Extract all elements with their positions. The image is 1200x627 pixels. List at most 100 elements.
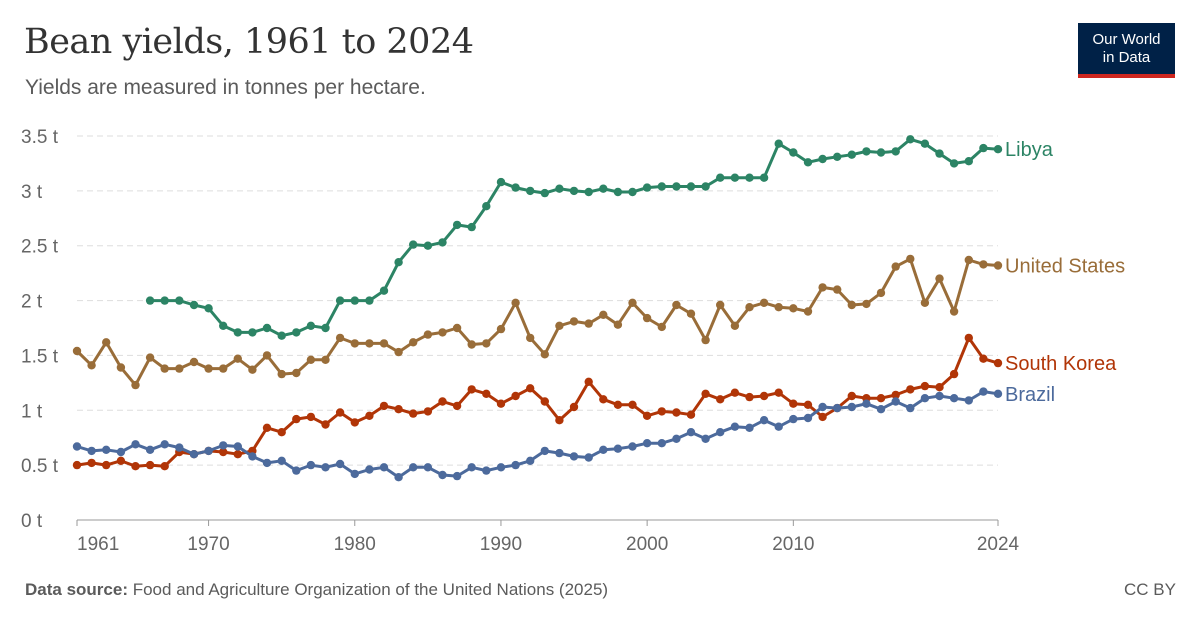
data-point-brazil[interactable] (599, 445, 608, 454)
data-point-united-states[interactable] (876, 288, 886, 298)
data-point-united-states[interactable] (730, 321, 740, 330)
data-point-south-korea[interactable] (540, 397, 549, 406)
data-point-brazil[interactable] (774, 422, 783, 431)
data-point-united-states[interactable] (789, 304, 798, 313)
data-point-united-states[interactable] (72, 346, 82, 356)
data-point-united-states[interactable] (964, 255, 973, 265)
data-point-libya[interactable] (993, 145, 1003, 154)
data-point-brazil[interactable] (555, 448, 564, 458)
data-point-brazil[interactable] (277, 456, 286, 465)
data-point-brazil[interactable] (716, 428, 725, 437)
data-point-libya[interactable] (335, 296, 345, 305)
data-point-united-states[interactable] (628, 298, 637, 307)
data-point-libya[interactable] (803, 158, 813, 167)
data-point-south-korea[interactable] (657, 407, 666, 416)
data-point-united-states[interactable] (87, 361, 96, 370)
data-point-united-states[interactable] (292, 368, 301, 378)
data-point-brazil[interactable] (628, 442, 637, 451)
data-point-libya[interactable] (584, 187, 593, 197)
data-point-united-states[interactable] (716, 300, 725, 310)
data-point-libya[interactable] (233, 328, 242, 337)
data-point-united-states[interactable] (526, 333, 535, 343)
license-link[interactable]: CC BY (1124, 580, 1176, 599)
data-point-united-states[interactable] (993, 261, 1003, 270)
data-point-south-korea[interactable] (891, 390, 900, 400)
data-point-south-korea[interactable] (526, 384, 535, 393)
data-point-united-states[interactable] (335, 333, 345, 343)
data-point-united-states[interactable] (701, 335, 710, 345)
data-point-brazil[interactable] (993, 389, 1003, 398)
data-point-south-korea[interactable] (701, 389, 710, 398)
data-point-libya[interactable] (160, 296, 169, 305)
data-point-south-korea[interactable] (774, 388, 783, 397)
data-point-south-korea[interactable] (335, 408, 345, 417)
data-point-united-states[interactable] (496, 324, 506, 334)
data-point-united-states[interactable] (379, 339, 389, 348)
data-point-united-states[interactable] (394, 347, 403, 357)
data-point-south-korea[interactable] (789, 399, 798, 408)
data-point-libya[interactable] (847, 150, 856, 159)
data-point-libya[interactable] (219, 321, 228, 330)
data-point-south-korea[interactable] (482, 389, 491, 398)
data-point-united-states[interactable] (189, 357, 199, 367)
data-point-united-states[interactable] (233, 354, 242, 363)
data-point-libya[interactable] (569, 186, 579, 196)
data-point-libya[interactable] (306, 321, 316, 330)
data-point-libya[interactable] (657, 182, 666, 191)
data-point-brazil[interactable] (131, 440, 140, 449)
data-point-south-korea[interactable] (759, 391, 769, 401)
data-point-brazil[interactable] (452, 471, 462, 481)
data-point-south-korea[interactable] (262, 423, 272, 432)
data-point-brazil[interactable] (906, 403, 915, 413)
data-point-united-states[interactable] (569, 317, 579, 326)
data-point-brazil[interactable] (409, 463, 418, 472)
data-point-brazil[interactable] (730, 422, 740, 431)
data-point-united-states[interactable] (467, 340, 476, 349)
data-point-south-korea[interactable] (949, 369, 959, 379)
series-brazil[interactable] (72, 387, 1003, 482)
data-point-south-korea[interactable] (803, 400, 813, 409)
data-point-south-korea[interactable] (160, 462, 169, 471)
data-point-united-states[interactable] (306, 355, 316, 364)
data-point-brazil[interactable] (175, 443, 184, 452)
data-point-libya[interactable] (350, 296, 359, 305)
data-point-south-korea[interactable] (306, 412, 316, 422)
data-point-south-korea[interactable] (452, 401, 462, 411)
data-point-libya[interactable] (876, 148, 886, 157)
data-point-libya[interactable] (613, 187, 623, 197)
data-point-south-korea[interactable] (847, 391, 856, 401)
data-point-brazil[interactable] (350, 469, 359, 479)
data-point-libya[interactable] (496, 177, 506, 187)
data-point-united-states[interactable] (920, 298, 930, 307)
data-point-united-states[interactable] (949, 307, 959, 316)
series-united-states[interactable] (72, 254, 1003, 390)
data-point-brazil[interactable] (467, 463, 476, 472)
data-point-brazil[interactable] (321, 463, 330, 472)
data-point-brazil[interactable] (686, 428, 696, 437)
data-point-united-states[interactable] (204, 364, 213, 373)
data-point-united-states[interactable] (599, 310, 608, 319)
data-point-brazil[interactable] (160, 440, 169, 449)
data-point-united-states[interactable] (891, 262, 900, 271)
data-point-south-korea[interactable] (935, 383, 944, 392)
data-point-brazil[interactable] (219, 441, 228, 450)
data-point-brazil[interactable] (862, 399, 871, 408)
data-point-libya[interactable] (555, 184, 564, 193)
data-point-south-korea[interactable] (233, 450, 242, 459)
data-point-brazil[interactable] (745, 423, 754, 432)
data-point-libya[interactable] (862, 147, 871, 156)
data-point-south-korea[interactable] (906, 385, 915, 394)
data-point-brazil[interactable] (613, 444, 623, 453)
data-point-brazil[interactable] (818, 402, 827, 412)
data-point-south-korea[interactable] (876, 394, 886, 403)
data-point-south-korea[interactable] (467, 385, 476, 394)
data-point-libya[interactable] (642, 183, 652, 192)
data-point-libya[interactable] (716, 173, 725, 182)
data-point-libya[interactable] (891, 147, 900, 156)
data-point-south-korea[interactable] (423, 407, 433, 416)
data-point-united-states[interactable] (262, 351, 272, 360)
data-point-united-states[interactable] (452, 323, 462, 333)
data-point-libya[interactable] (379, 286, 389, 295)
data-point-brazil[interactable] (116, 447, 126, 457)
data-point-united-states[interactable] (555, 321, 564, 330)
